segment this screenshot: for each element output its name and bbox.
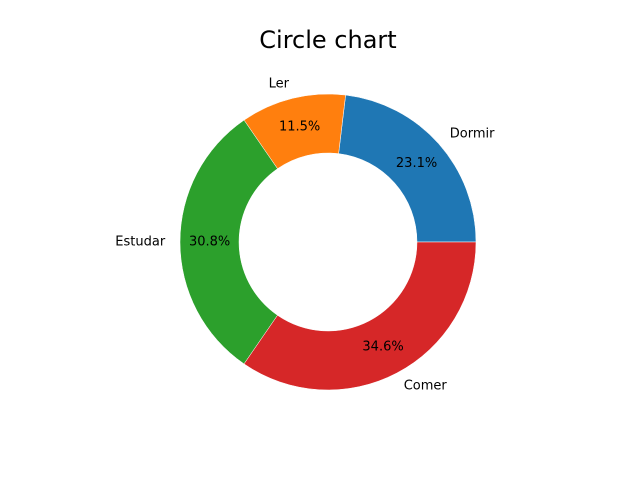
slice-comer — [243, 241, 477, 391]
percent-label-comer: 34.6% — [362, 339, 403, 354]
slice-estudar — [179, 119, 278, 365]
percent-label-ler: 11.5% — [279, 120, 320, 135]
slice-label-ler: Ler — [269, 76, 290, 91]
slice-label-dormir: Dormir — [450, 126, 495, 141]
slice-label-estudar: Estudar — [115, 235, 166, 250]
labels-group: Dormir 23.1% Ler 11.5% Estudar 30.8% Comer 34.6… — [115, 76, 495, 393]
slice-dormir — [338, 94, 477, 243]
percent-label-dormir: 23.1% — [396, 156, 437, 171]
percent-label-estudar: 30.8% — [189, 235, 230, 250]
slice-label-comer: Comer — [404, 379, 448, 394]
slices-group — [179, 93, 477, 391]
chart-title: Circle chart — [259, 26, 396, 54]
